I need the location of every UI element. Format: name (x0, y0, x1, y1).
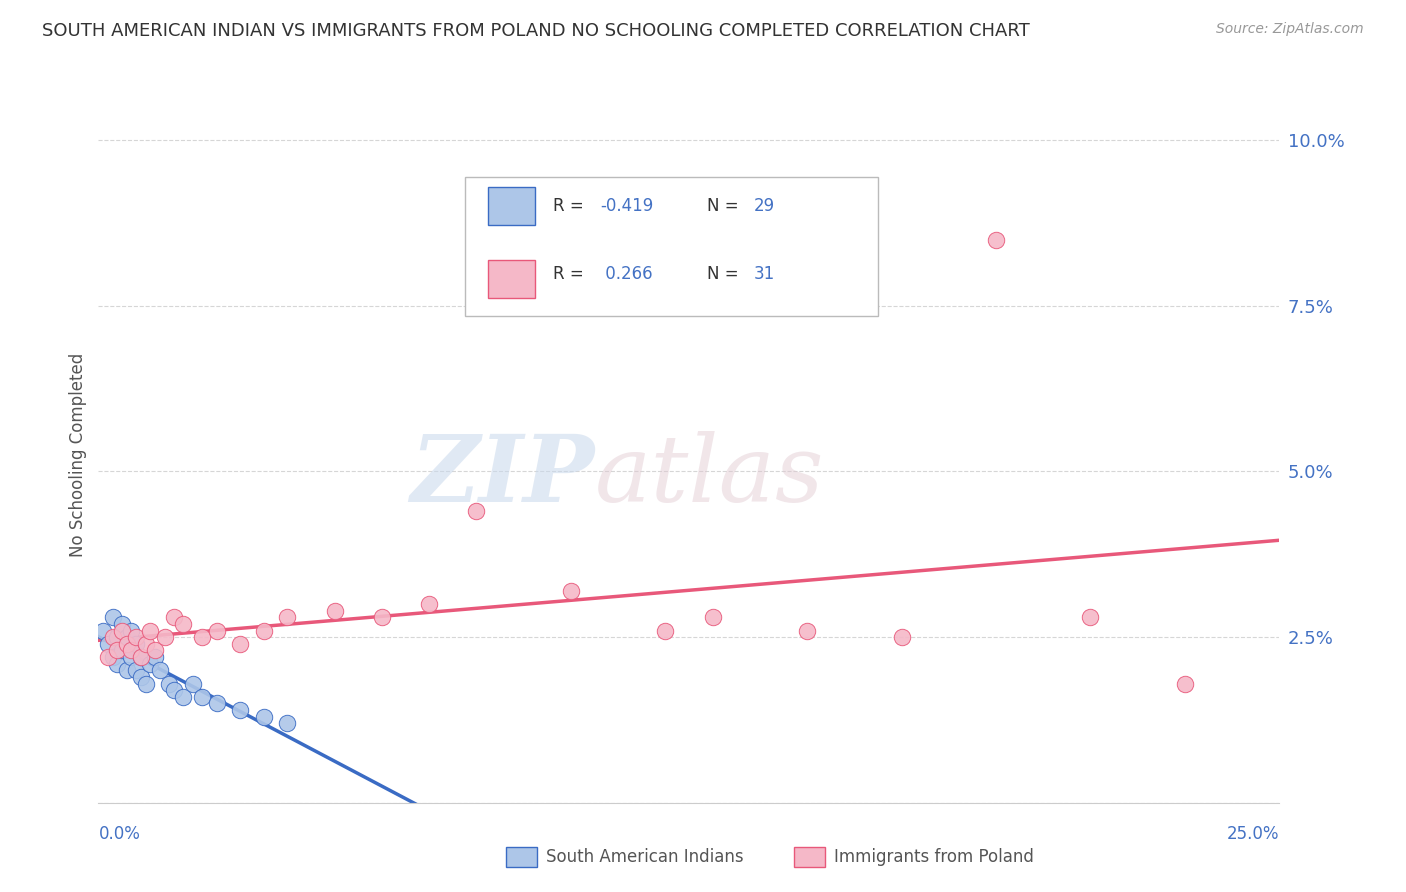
Point (111, 643, 134, 657)
Text: South American Indians: South American Indians (546, 848, 744, 866)
Point (172, 616, 194, 631)
Point (101, 630, 124, 644)
Point (129, 670, 152, 684)
Point (125, 630, 148, 644)
Point (97, 650, 120, 665)
Point (253, 624, 276, 638)
Text: 29: 29 (754, 197, 775, 215)
Point (191, 690, 214, 704)
Text: R =: R = (553, 265, 595, 283)
Point (172, 690, 194, 704)
Bar (506, 847, 537, 867)
Point (139, 657, 162, 671)
Point (229, 637, 252, 651)
Point (135, 637, 157, 651)
Point (276, 716, 298, 731)
Point (371, 610, 394, 624)
FancyBboxPatch shape (464, 177, 877, 316)
FancyBboxPatch shape (488, 260, 536, 298)
Point (115, 637, 138, 651)
Text: R =: R = (553, 197, 589, 215)
Point (1174, 676, 1197, 690)
Point (139, 624, 162, 638)
Point (105, 643, 128, 657)
Point (890, 630, 912, 644)
Text: SOUTH AMERICAN INDIAN VS IMMIGRANTS FROM POLAND NO SCHOOLING COMPLETED CORRELATI: SOUTH AMERICAN INDIAN VS IMMIGRANTS FROM… (42, 22, 1031, 40)
Point (125, 637, 148, 651)
Bar (794, 847, 825, 867)
Point (121, 650, 143, 665)
Text: N =: N = (707, 197, 744, 215)
Text: N =: N = (707, 265, 744, 283)
Point (323, 604, 346, 618)
Text: 0.0%: 0.0% (98, 825, 141, 843)
Point (163, 610, 186, 624)
Point (143, 650, 166, 665)
Point (101, 610, 124, 624)
Point (91, 624, 114, 638)
Point (115, 630, 138, 644)
Point (181, 676, 204, 690)
FancyBboxPatch shape (488, 187, 536, 226)
Point (101, 650, 124, 665)
Y-axis label: No Schooling Completed: No Schooling Completed (69, 353, 87, 557)
Point (105, 630, 128, 644)
Text: 0.266: 0.266 (600, 265, 652, 283)
Text: Immigrants from Poland: Immigrants from Poland (834, 848, 1033, 866)
Point (253, 709, 276, 723)
Point (205, 624, 228, 638)
Text: Source: ZipAtlas.com: Source: ZipAtlas.com (1216, 22, 1364, 37)
Point (229, 703, 252, 717)
Point (1080, 610, 1102, 624)
Point (465, 504, 488, 518)
Text: atlas: atlas (595, 431, 824, 521)
Text: -0.419: -0.419 (600, 197, 654, 215)
Point (163, 683, 186, 698)
Point (97, 637, 120, 651)
Point (149, 663, 172, 677)
Point (702, 610, 724, 624)
Point (153, 630, 176, 644)
Point (984, 233, 1007, 247)
Point (135, 676, 157, 690)
Text: ZIP: ZIP (411, 431, 595, 521)
Point (129, 650, 152, 665)
Point (796, 624, 818, 638)
Point (111, 624, 134, 638)
Point (560, 583, 582, 598)
Point (276, 610, 298, 624)
Point (121, 643, 143, 657)
Point (105, 657, 128, 671)
Point (115, 663, 138, 677)
Point (125, 663, 148, 677)
Text: 31: 31 (754, 265, 775, 283)
Point (111, 616, 134, 631)
Text: 25.0%: 25.0% (1227, 825, 1279, 843)
Point (191, 630, 214, 644)
Point (143, 643, 166, 657)
Point (418, 597, 440, 611)
Point (654, 624, 676, 638)
Point (129, 650, 152, 665)
Point (157, 676, 180, 690)
Point (121, 624, 143, 638)
Point (205, 697, 228, 711)
